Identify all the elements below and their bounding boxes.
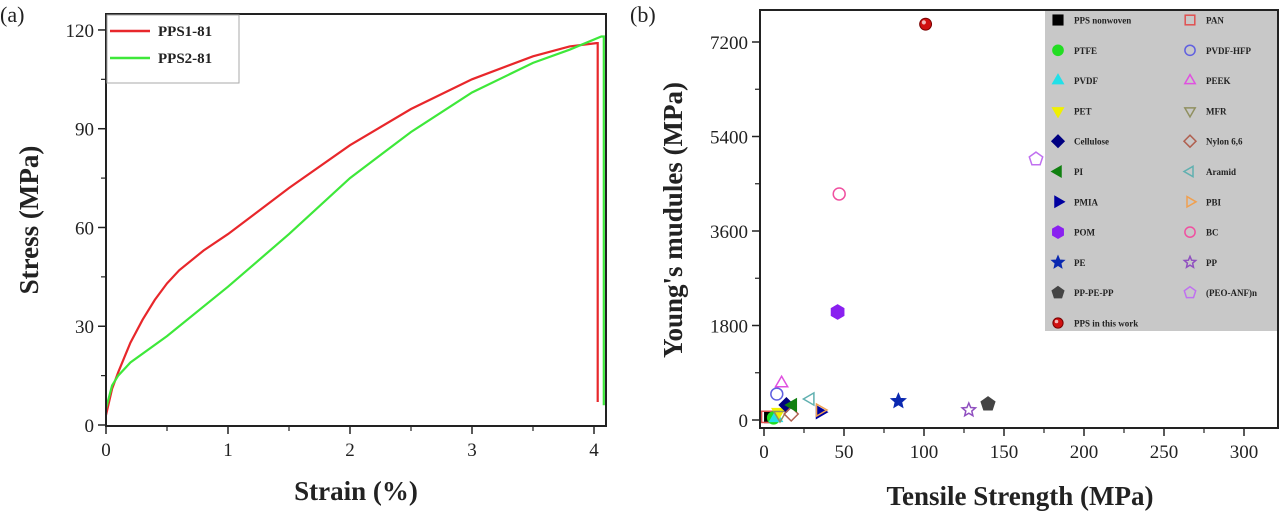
x-tick-label: 3 — [467, 440, 477, 461]
legend-marker — [1052, 44, 1064, 57]
data-point-PPS in this work-highlight — [921, 20, 926, 25]
y-tick-label: 120 — [66, 21, 95, 42]
legend-label: Aramid — [1206, 167, 1236, 177]
legend-marker — [1184, 226, 1196, 238]
legend-marker — [1182, 134, 1198, 149]
legend-label: PAN — [1206, 16, 1224, 26]
legend-marker — [1051, 73, 1065, 85]
y-tick-label: 0 — [85, 416, 95, 437]
panel-a-stress-strain: (a) 0 1 2 3 4 0 30 60 90 120 Strain (%) Stress (M… — [0, 2, 607, 506]
data-point-MFR — [772, 410, 788, 424]
legend-label: Cellulose — [1074, 137, 1109, 147]
y-tick-label: 90 — [75, 120, 94, 141]
y-tick-label: 60 — [75, 218, 94, 239]
data-point-(PEO-ANF)n — [1028, 151, 1044, 166]
legend-marker — [1051, 285, 1065, 299]
legend-marker — [1052, 317, 1064, 329]
legend-label: PTFE — [1074, 46, 1097, 56]
x-tick-label: 4 — [589, 440, 599, 461]
x-tick-label: 2 — [345, 440, 355, 461]
x-tick-label: 100 — [910, 442, 939, 463]
legend-marker — [1183, 73, 1197, 85]
x-tick-label: 250 — [1150, 442, 1179, 463]
legend-marker — [1052, 225, 1064, 239]
legend-label: Nylon 6,6 — [1206, 137, 1243, 147]
legend-label: PPS in this work — [1074, 319, 1138, 329]
legend-label: PP — [1206, 258, 1217, 268]
x-tick-label: 1 — [223, 440, 233, 461]
data-point-PE — [889, 392, 907, 409]
legend-label: PE — [1074, 258, 1086, 268]
data-point-PBI — [815, 402, 829, 418]
series-line-PPS2-81 — [104, 35, 605, 409]
y-tick-label: 7200 — [710, 33, 748, 54]
panel-b-x-axis-label: Tensile Strength (MPa) — [887, 481, 1154, 511]
y-tick-label: 0 — [739, 411, 749, 432]
panel-a-label: (a) — [0, 2, 24, 27]
data-point-BC — [832, 187, 846, 201]
data-point-PPS in this work — [919, 17, 933, 31]
x-tick-label: 300 — [1230, 442, 1259, 463]
data-point-PVDF-HFP — [770, 387, 784, 401]
x-tick-label: 150 — [990, 442, 1019, 463]
series-line-PPS1-81 — [104, 42, 599, 416]
data-point-PP-PE-PP — [980, 396, 996, 411]
legend-label: PMIA — [1074, 197, 1098, 207]
legend-label: BC — [1206, 228, 1219, 238]
legend-box — [106, 14, 240, 84]
legend-marker — [1183, 107, 1197, 119]
data-point-PI — [784, 397, 798, 413]
data-point-PMIA — [815, 404, 829, 420]
panel-a-legend: PPS1-81 PPS2-81 — [106, 14, 240, 84]
legend-label: PPS nonwoven — [1074, 16, 1131, 26]
legend-marker — [1182, 165, 1194, 178]
legend-label: PET — [1074, 106, 1092, 116]
y-tick-label: 5400 — [710, 128, 748, 149]
y-tick-label: 1800 — [710, 317, 748, 338]
y-tick-label: 30 — [75, 317, 94, 338]
legend-label: PBI — [1206, 197, 1222, 207]
legend-marker — [1050, 254, 1066, 269]
legend-marker — [1050, 165, 1062, 178]
legend-marker — [1050, 134, 1066, 149]
legend-label: PEEK — [1206, 76, 1231, 86]
legend-marker-highlight — [1054, 319, 1059, 324]
panel-b-legend: PPS nonwoven PAN PTFE PVDF-HFP PVDF PEEK PET MF… — [1045, 11, 1277, 331]
legend-label: PP-PE-PP — [1074, 288, 1114, 298]
legend-marker — [1051, 107, 1065, 119]
y-tick-label: 3600 — [710, 222, 748, 243]
panel-a-x-axis-label: Strain (%) — [294, 476, 418, 506]
data-point-PEEK — [774, 374, 790, 388]
legend-marker — [1054, 195, 1066, 209]
legend-label: PPS1-81 — [158, 24, 212, 40]
legend-marker — [1052, 14, 1064, 26]
data-point-Aramid — [801, 391, 815, 407]
legend-label: PVDF — [1074, 76, 1098, 86]
legend-marker — [1183, 285, 1197, 299]
legend-label: (PEO-ANF)n — [1206, 288, 1257, 298]
x-tick-label: 50 — [835, 442, 854, 463]
legend-label: PPS2-81 — [158, 51, 212, 67]
panel-a-frame — [105, 13, 607, 427]
x-tick-label: 0 — [101, 440, 111, 461]
data-point-POM — [830, 304, 845, 320]
legend-label: MFR — [1206, 106, 1227, 116]
legend-box — [1045, 11, 1277, 331]
legend-marker — [1186, 195, 1198, 209]
panel-a-y-axis-label: Stress (MPa) — [14, 146, 44, 295]
legend-marker — [1184, 14, 1196, 26]
legend-label: POM — [1074, 228, 1095, 238]
legend-label: PVDF-HFP — [1206, 46, 1251, 56]
data-point-PP — [960, 401, 978, 418]
panel-b-label: (b) — [630, 2, 656, 27]
x-tick-label: 0 — [759, 442, 769, 463]
panel-b-y-axis-label: Young's mudules (MPa) — [658, 82, 688, 358]
x-tick-label: 200 — [1070, 442, 1099, 463]
legend-marker — [1182, 254, 1198, 269]
legend-marker — [1184, 44, 1196, 57]
panel-b-frame — [759, 9, 1279, 429]
legend-label: PI — [1074, 167, 1083, 177]
